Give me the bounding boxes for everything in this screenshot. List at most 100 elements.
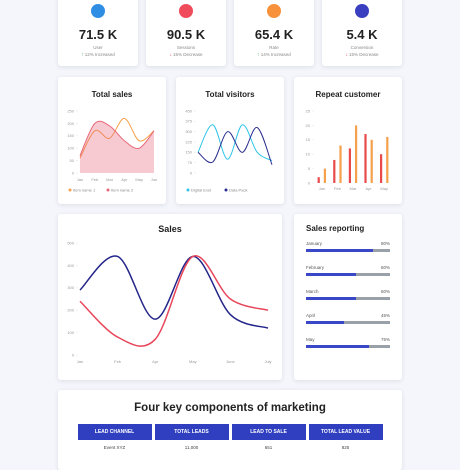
chart-card: Repeat customer 0 5 10 15 20 25 Jan Feb Mar Apr May — [294, 77, 402, 204]
y-tick-label: 0 — [72, 352, 75, 357]
x-tick-label: June — [226, 359, 235, 364]
table-cell: 651 — [264, 444, 273, 450]
table: LEAD CHANNEL TOTAL LEADS LEAD TO SALE TOTAL… — [75, 424, 386, 454]
report-bar — [306, 273, 357, 276]
legend-swatch — [186, 188, 190, 192]
y-tick-label: 375 — [185, 119, 192, 124]
trend-arrow: ↑ — [257, 52, 260, 58]
trend-arrow: ↓ — [169, 52, 172, 58]
stat-card: 5.4 K Conversion ↓15% Decrease — [322, 0, 402, 66]
legend-swatch — [106, 188, 110, 192]
legend-label: Item name 1 — [73, 187, 96, 192]
x-tick-label: May — [135, 177, 143, 182]
table-card: Four key components of marketing LEAD CH… — [58, 390, 402, 470]
legend-swatch — [68, 188, 72, 192]
bar — [355, 125, 358, 183]
y-tick-label: 20 — [306, 123, 311, 128]
bar — [317, 177, 320, 183]
table-row: Event XYZ 11,000 651 825 — [78, 440, 383, 454]
table-header: TOTAL LEAD VALUE — [308, 424, 383, 440]
bar — [339, 145, 342, 183]
bar — [323, 168, 326, 183]
x-tick-label: May — [380, 186, 388, 191]
series-line — [79, 255, 269, 347]
change-text: 14% Increased — [260, 52, 291, 57]
stat-card: 90.5 K Sessions ↓15% Decrease — [146, 0, 226, 66]
report-track — [306, 249, 390, 252]
x-tick-label: Mar — [106, 177, 114, 182]
report-bar — [306, 249, 374, 252]
report-label: April — [306, 313, 316, 318]
series-line — [197, 127, 273, 165]
x-tick-label: May — [189, 359, 197, 364]
table-cell: 11,000 — [184, 444, 199, 450]
stat-value: 90.5 K — [166, 27, 206, 42]
report-item: February 60% — [306, 257, 390, 281]
x-tick-label: Mar — [350, 186, 358, 191]
y-tick-label: 0 — [190, 170, 193, 175]
chart: Total visitors 0 75 150 225 300 375 450 Digital … — [185, 90, 273, 192]
stat-icon — [267, 4, 281, 18]
reporting-title: Sales reporting — [306, 224, 365, 233]
x-tick-label: Feb — [334, 186, 342, 191]
legend-label: Digital Exst — [191, 187, 212, 192]
y-tick-label: 400 — [67, 263, 74, 268]
stat-icon — [355, 4, 369, 18]
stat-label: Conversion — [350, 45, 374, 50]
bar — [348, 148, 351, 183]
report-item: January 80% — [306, 233, 390, 257]
stat-label: Rate — [269, 45, 279, 50]
stat-change: ↓15% Decrease — [322, 52, 402, 58]
report-label: May — [306, 337, 315, 342]
bar — [370, 139, 373, 183]
report-label: February — [306, 265, 325, 270]
change-text: 12% Increased — [84, 52, 115, 57]
y-tick-label: 300 — [67, 285, 74, 290]
bar — [380, 154, 383, 183]
y-tick-label: 225 — [185, 139, 192, 144]
y-tick-label: 5 — [308, 166, 311, 171]
report-value: 60% — [380, 289, 390, 294]
y-tick-label: 0 — [72, 170, 75, 175]
series-area — [80, 121, 154, 173]
report-bar — [306, 345, 369, 348]
y-tick-label: 150 — [67, 133, 74, 138]
y-tick-label: 250 — [67, 108, 74, 113]
bar — [386, 136, 389, 183]
y-tick-label: 300 — [185, 129, 192, 134]
change-text: 15% Decrease — [348, 52, 379, 57]
stat-icon — [91, 4, 105, 18]
y-tick-label: 200 — [67, 121, 74, 126]
chart-card: Sales 0 100 200 300 400 500 Jan Feb Apr May June Jul… — [58, 214, 282, 380]
x-tick-label: Jan — [77, 359, 83, 364]
x-tick-label: Apr — [121, 177, 128, 182]
x-tick-label: Jan — [319, 186, 325, 191]
dashboard: 71.5 K User ↑12% Increased 90.5 K Sessions ↓1… — [58, 0, 402, 470]
report-bar — [306, 321, 344, 324]
table-cell: 825 — [341, 444, 350, 450]
table-header: TOTAL LEADS — [154, 424, 229, 440]
stat-change: ↑14% Increased — [234, 52, 314, 58]
stat-value: 71.5 K — [78, 27, 118, 42]
chart: Repeat customer 0 5 10 15 20 25 Jan Feb Mar Apr May — [306, 90, 389, 191]
y-tick-label: 50 — [70, 158, 75, 163]
table-cell: Event XYZ — [103, 444, 126, 450]
stat-change: ↓15% Decrease — [146, 52, 226, 58]
y-tick-label: 150 — [185, 150, 192, 155]
report-item: March 60% — [306, 281, 390, 305]
bar — [364, 134, 367, 183]
report-value: 60% — [380, 265, 390, 270]
x-tick-label: Apr — [365, 186, 372, 191]
report-track — [306, 297, 390, 300]
series-line — [79, 255, 269, 329]
stat-value: 5.4 K — [346, 27, 378, 42]
y-tick-label: 500 — [67, 240, 74, 245]
report-item: May 75% — [306, 329, 390, 353]
change-text: 15% Decrease — [172, 52, 203, 57]
stat-card: 65.4 K Rate ↑14% Increased — [234, 0, 314, 66]
legend-label: Item name 2 — [111, 187, 134, 192]
report-track — [306, 345, 390, 348]
table-header: LEAD TO SALE — [231, 424, 306, 440]
report-bar — [306, 297, 357, 300]
report-label: March — [306, 289, 319, 294]
